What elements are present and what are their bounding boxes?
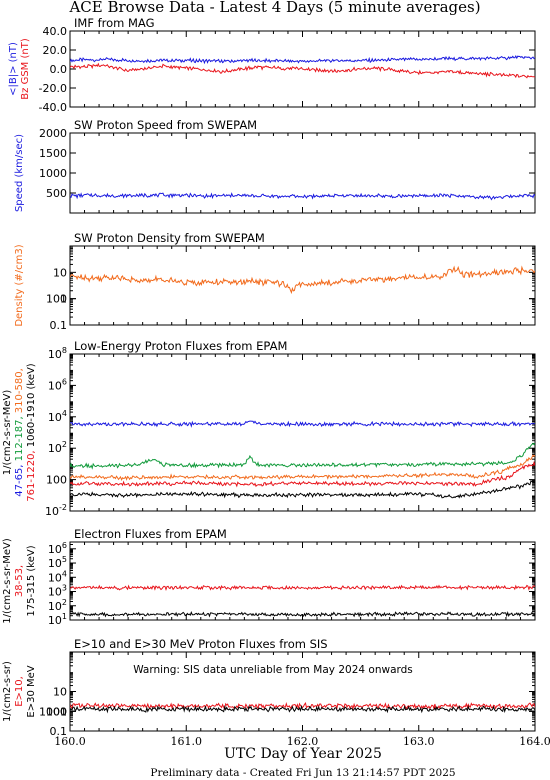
x-axis-label: UTC Day of Year 2025 [224,746,382,762]
y-axis-label: 38-53, [14,565,25,597]
y-tick-label: 103 [48,584,67,599]
footer-note: Preliminary data - Created Fri Jun 13 21… [150,767,455,779]
figure-title: ACE Browse Data - Latest 4 Days (5 minut… [68,0,480,16]
y-tick-label: 106 [48,377,67,392]
series-line [70,610,535,618]
y-axis-label: 175-315 (keV) [26,545,37,616]
panel-title: Low-Energy Proton Fluxes from EPAM [74,339,287,353]
y-axis-label: 47-65, 112-187, 310-580, [14,368,25,497]
x-axis: 160.0 161.0 162.0 163.0 164.0 [54,735,550,748]
y-tick-label: 100 [46,474,67,487]
y-tick-label: 0.0 [50,63,68,76]
series-line [70,62,535,79]
y-tick-label: 101 [48,612,67,627]
y-tick-label: 20.0 [43,44,68,57]
y-tick-label: 104 [48,409,67,424]
y-tick-label: 0.1 [50,319,68,332]
y-axis-label: Speed (km/sec) [14,134,25,212]
panel-title: Electron Fluxes from EPAM [74,527,227,541]
panel-3: SW Proton Density from SWEPAM 0.1 1 10 100 De… [14,231,536,332]
y-tick-label: 1 [60,705,67,718]
y-tick-label: 2000 [39,127,67,140]
series-line [70,704,535,714]
x-tick-label: 161.0 [171,735,203,748]
y-tick-label: 10 [53,686,67,699]
panels: IMF from MAG -40.0 -20.0 0.0 20.0 40.0 <|B|> (… [2,16,536,738]
x-tick-label: 164.0 [519,735,550,748]
series-line [70,454,535,482]
y-tick-label: 102 [48,598,67,613]
panel-1: IMF from MAG -40.0 -20.0 0.0 20.0 40.0 <|B|> (… [8,16,536,114]
series-line [70,479,535,499]
y-axis-label: 761-1220, 1060-1910 (keV) [26,363,37,502]
y-axis-label: E>10, [14,676,25,707]
y-tick-label: 1 [60,293,67,306]
y-tick-label: 10 [53,266,67,279]
y-tick-label: 108 [48,346,67,361]
series-line [70,584,535,592]
panel-frame [69,245,536,326]
y-axis-label: E>30 MeV [26,665,37,717]
panel-annotation: Warning: SIS data unreliable from May 20… [133,664,413,676]
panel-frame [69,132,536,214]
panel-6: E>10 and E>30 MeV Proton Fluxes from SIS… [2,637,536,738]
series-line [70,701,535,711]
panel-4: Low-Energy Proton Fluxes from EPAM 10-2 10… [2,339,536,518]
y-tick-label: -40.0 [39,101,67,114]
panel-frame [69,353,536,512]
x-tick-label: 162.0 [287,735,319,748]
y-axis-label: 1/(cm2-s-sr-MeV) [2,538,13,624]
series-line [70,460,535,488]
panel-5: Electron Fluxes from EPAM 101102103104105… [2,527,536,627]
x-tick-label: 160.0 [54,735,86,748]
panel-title: SW Proton Speed from SWEPAM [74,118,257,132]
y-tick-label: 40.0 [43,25,68,38]
y-tick-label: 1500 [39,147,67,160]
y-tick-label: 102 [48,440,67,455]
x-tick-label: 163.0 [403,735,435,748]
y-tick-label: 105 [48,555,67,570]
y-tick-label: 10-2 [45,503,67,518]
y-tick-label: 1000 [39,705,67,718]
panel-frame [69,541,536,621]
series-line [70,265,535,295]
y-axis-label: Bz GSM (nT) [20,38,31,100]
y-tick-label: -20.0 [39,82,67,95]
y-axis-label: <|B|> (nT) [8,42,19,96]
y-tick-label: 100 [46,705,67,718]
series-line [70,55,535,65]
y-tick-label: 106 [48,541,67,556]
panel-title: SW Proton Density from SWEPAM [74,231,265,245]
y-tick-label: 100 [46,293,67,306]
y-axis-label: Density (#/cm3) [14,244,25,326]
y-tick-label: 104 [48,569,67,584]
y-tick-label: 1000 [39,167,67,180]
y-axis-label: 1/(cm2-s-sr-MeV) [2,390,13,476]
y-axis-label: 1/(cm2-s-sr) [2,661,13,722]
y-tick-label: 500 [46,187,67,200]
series-line [70,420,535,428]
y-tick-label: 0.1 [50,725,68,738]
panel-title: E>10 and E>30 MeV Proton Fluxes from SIS [74,637,328,651]
series-line [70,442,535,470]
panel-2: SW Proton Speed from SWEPAM 500 1000 1500 20… [14,118,536,214]
panel-title: IMF from MAG [74,16,155,30]
series-line [70,192,535,201]
